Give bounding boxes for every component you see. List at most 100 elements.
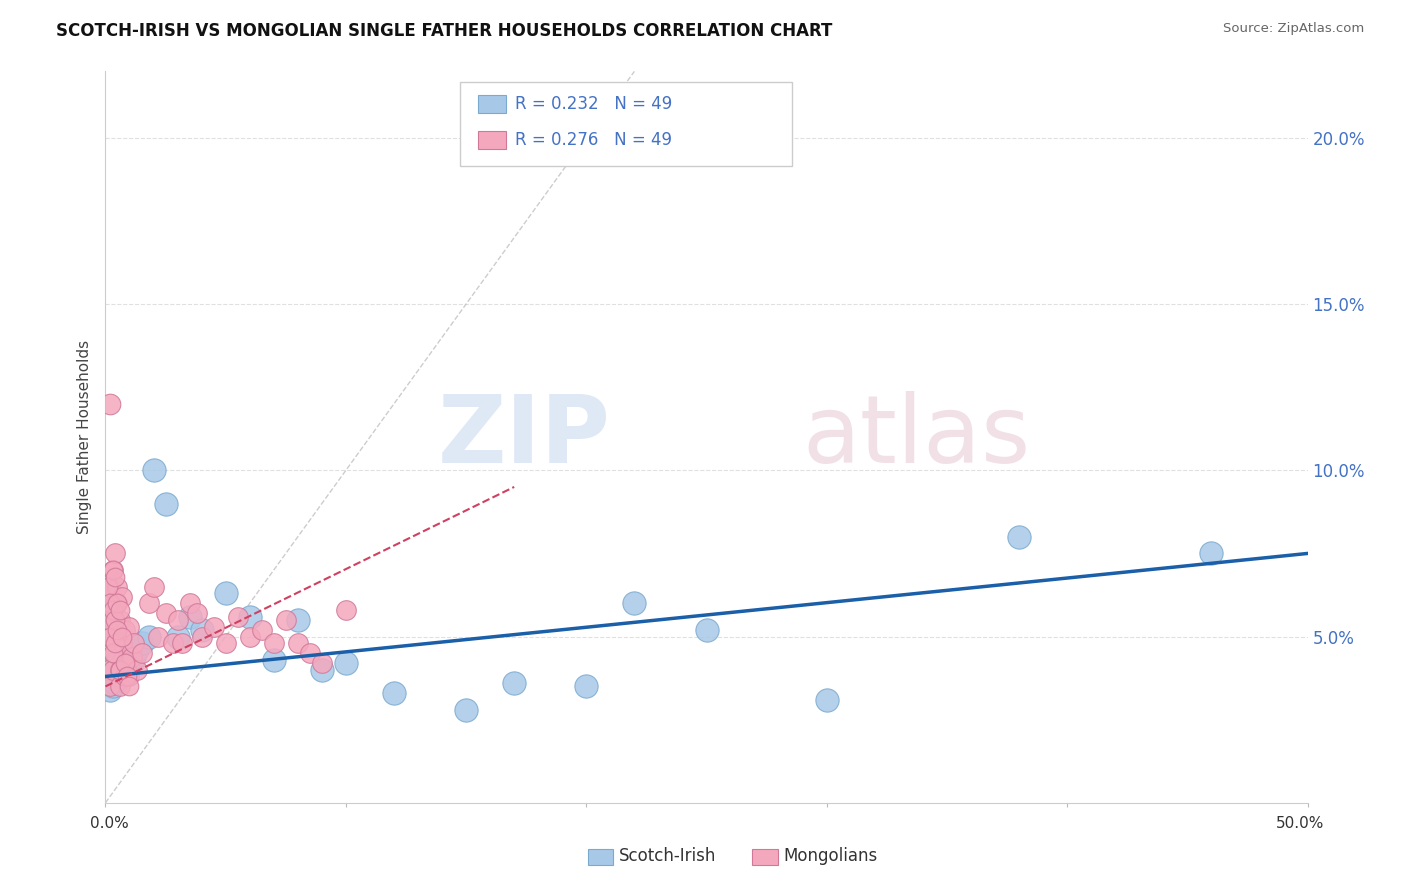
- Point: [111, 656, 134, 670]
- Point: [190, 630, 212, 644]
- Point: [101, 659, 124, 673]
- Point: [298, 646, 321, 660]
- Text: ZIP: ZIP: [437, 391, 610, 483]
- Point: [101, 663, 124, 677]
- Point: [108, 663, 131, 677]
- Point: [107, 673, 129, 687]
- Text: atlas: atlas: [803, 391, 1031, 483]
- Point: [138, 630, 160, 644]
- Point: [623, 596, 645, 610]
- Point: [138, 596, 160, 610]
- Point: [179, 596, 201, 610]
- Point: [335, 656, 357, 670]
- Point: [101, 563, 124, 577]
- Point: [97, 663, 120, 677]
- Point: [575, 680, 598, 694]
- Point: [104, 546, 127, 560]
- Point: [98, 663, 121, 677]
- Point: [101, 680, 124, 694]
- Point: [226, 609, 249, 624]
- Point: [98, 397, 121, 411]
- Point: [107, 596, 129, 610]
- Point: [287, 636, 309, 650]
- Point: [190, 623, 212, 637]
- Point: [274, 613, 297, 627]
- Point: [108, 659, 131, 673]
- Text: Scotch-Irish: Scotch-Irish: [619, 847, 716, 865]
- Point: [335, 603, 357, 617]
- Point: [98, 680, 121, 694]
- Point: [98, 596, 121, 610]
- Point: [121, 649, 143, 664]
- Point: [101, 613, 124, 627]
- Point: [162, 636, 184, 650]
- Point: [104, 656, 127, 670]
- Point: [107, 623, 129, 637]
- Point: [107, 663, 129, 677]
- Point: [111, 630, 134, 644]
- Point: [98, 682, 121, 697]
- Point: [186, 607, 208, 621]
- Point: [124, 649, 146, 664]
- Point: [114, 653, 136, 667]
- Point: [263, 636, 285, 650]
- Point: [114, 669, 136, 683]
- Point: [98, 673, 121, 687]
- Point: [214, 586, 236, 600]
- Text: 0.0%: 0.0%: [90, 816, 129, 830]
- Point: [97, 669, 120, 683]
- Point: [97, 580, 120, 594]
- Point: [98, 630, 121, 644]
- Point: [287, 613, 309, 627]
- Point: [118, 680, 141, 694]
- Text: 50.0%: 50.0%: [1277, 816, 1324, 830]
- Point: [114, 663, 136, 677]
- Point: [104, 676, 127, 690]
- Point: [97, 613, 120, 627]
- Point: [239, 609, 262, 624]
- Point: [104, 646, 127, 660]
- Point: [118, 619, 141, 633]
- Point: [108, 613, 131, 627]
- Point: [815, 692, 838, 706]
- Point: [124, 636, 146, 650]
- Point: [104, 666, 127, 681]
- Point: [101, 563, 124, 577]
- Point: [104, 570, 127, 584]
- Point: [148, 630, 170, 644]
- Point: [114, 623, 136, 637]
- Text: R = 0.276   N = 49: R = 0.276 N = 49: [515, 131, 672, 149]
- Point: [155, 497, 177, 511]
- Point: [202, 619, 225, 633]
- Point: [107, 580, 129, 594]
- Point: [114, 656, 136, 670]
- Text: SCOTCH-IRISH VS MONGOLIAN SINGLE FATHER HOUSEHOLDS CORRELATION CHART: SCOTCH-IRISH VS MONGOLIAN SINGLE FATHER …: [56, 22, 832, 40]
- Point: [107, 630, 129, 644]
- Point: [142, 580, 165, 594]
- Point: [696, 623, 718, 637]
- Point: [101, 669, 124, 683]
- Point: [250, 623, 273, 637]
- Point: [454, 703, 477, 717]
- Point: [104, 636, 127, 650]
- Point: [108, 603, 131, 617]
- Point: [382, 686, 405, 700]
- Point: [214, 636, 236, 650]
- Point: [101, 603, 124, 617]
- Point: [107, 596, 129, 610]
- Point: [166, 613, 188, 627]
- Point: [97, 596, 120, 610]
- Point: [125, 643, 148, 657]
- Text: R = 0.232   N = 49: R = 0.232 N = 49: [515, 95, 672, 113]
- Point: [155, 607, 177, 621]
- Point: [108, 663, 131, 677]
- Text: Source: ZipAtlas.com: Source: ZipAtlas.com: [1223, 22, 1364, 36]
- Point: [172, 636, 194, 650]
- Point: [98, 580, 121, 594]
- Point: [101, 646, 124, 660]
- Point: [115, 669, 138, 683]
- Point: [1201, 546, 1223, 560]
- Point: [142, 463, 165, 477]
- Point: [166, 630, 188, 644]
- Point: [111, 666, 134, 681]
